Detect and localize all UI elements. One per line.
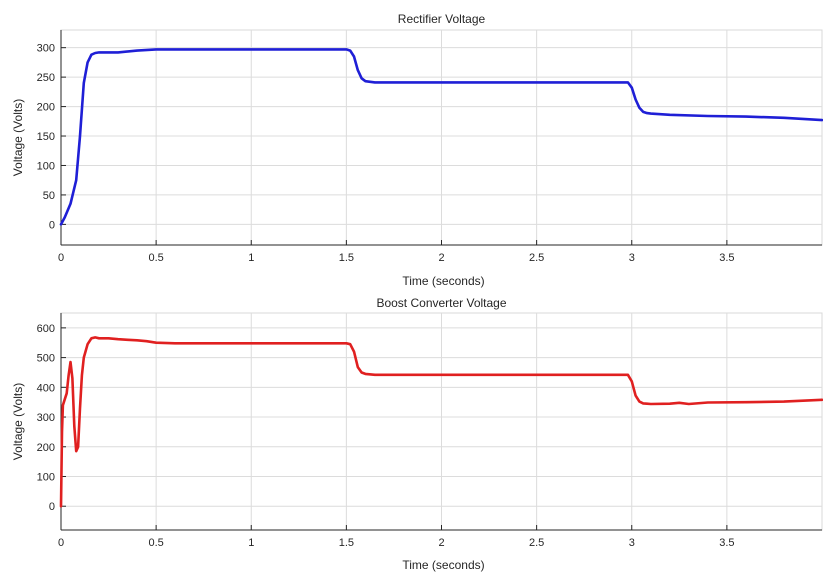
boost-y-ticks: 0 100 200 300 400 500 600 <box>37 323 66 513</box>
rectifier-x-axis-label: Time (seconds) <box>402 274 484 288</box>
rectifier-y-axis-label: Voltage (Volts) <box>11 99 25 176</box>
y-tick-label: 100 <box>37 160 55 172</box>
rectifier-x-ticks: 0 0.5 1 1.5 2 2.5 3 3.5 <box>58 240 735 264</box>
y-tick-label: 100 <box>37 471 55 483</box>
x-tick-label: 3.5 <box>719 537 734 549</box>
y-tick-label: 200 <box>37 442 55 454</box>
rectifier-y-ticks: 0 50 100 150 200 250 300 <box>37 43 66 231</box>
x-tick-label: 1.5 <box>339 537 354 549</box>
x-tick-label: 2 <box>438 252 444 264</box>
boost-x-axis-label: Time (seconds) <box>402 558 484 572</box>
boost-voltage-line <box>59 336 823 508</box>
y-tick-label: 300 <box>37 43 55 55</box>
y-tick-label: 400 <box>37 382 55 394</box>
y-tick-label: 0 <box>49 501 55 513</box>
boost-x-ticks: 0 0.5 1 1.5 2 2.5 3 3.5 <box>58 525 735 549</box>
boost-y-axis-label: Voltage (Volts) <box>11 383 25 460</box>
y-tick-label: 300 <box>37 412 55 424</box>
x-tick-label: 3 <box>629 252 635 264</box>
x-tick-label: 0.5 <box>148 252 163 264</box>
x-tick-label: 1 <box>248 252 254 264</box>
rectifier-grid <box>60 30 822 246</box>
x-tick-label: 1.5 <box>339 252 354 264</box>
x-tick-label: 2.5 <box>529 537 544 549</box>
rectifier-plot: 0 50 100 150 200 250 300 0 0.5 1 1.5 2 2.5 3 3.5 Rect… <box>11 12 823 288</box>
x-tick-label: 0 <box>58 252 64 264</box>
y-tick-label: 500 <box>37 353 55 365</box>
rectifier-plot-title: Rectifier Voltage <box>398 12 486 26</box>
y-tick-label: 150 <box>37 131 55 143</box>
x-tick-label: 2.5 <box>529 252 544 264</box>
x-tick-label: 0.5 <box>148 537 163 549</box>
y-tick-label: 50 <box>43 190 55 202</box>
boost-plot: 0 100 200 300 400 500 600 0 0.5 1 1.5 2 2.5 3 3.5 Boo… <box>11 296 823 572</box>
y-tick-label: 600 <box>37 323 55 335</box>
boost-plot-title: Boost Converter Voltage <box>376 296 506 310</box>
y-tick-label: 200 <box>37 102 55 114</box>
y-tick-label: 250 <box>37 72 55 84</box>
rectifier-voltage-line <box>59 48 823 226</box>
x-tick-label: 1 <box>248 537 254 549</box>
x-tick-label: 3 <box>629 537 635 549</box>
y-tick-label: 0 <box>49 219 55 231</box>
x-tick-label: 0 <box>58 537 64 549</box>
x-tick-label: 2 <box>438 537 444 549</box>
x-tick-label: 3.5 <box>719 252 734 264</box>
